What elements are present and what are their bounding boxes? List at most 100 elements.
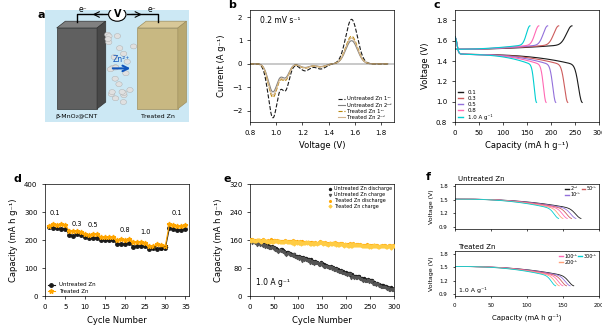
Treated Zn charge bbox=[264, 239, 273, 244]
Treated Zn discharge bbox=[294, 239, 303, 244]
Untreated Zn discharge bbox=[289, 251, 299, 256]
Untreated Zn discharge bbox=[268, 244, 278, 249]
Treated Zn discharge bbox=[335, 240, 345, 246]
Untreated Zn discharge bbox=[382, 284, 392, 289]
Untreated Zn discharge bbox=[373, 281, 383, 286]
Untreated Zn discharge bbox=[249, 237, 258, 243]
Untreated Zn charge bbox=[368, 281, 378, 287]
Treated Zn charge bbox=[311, 241, 321, 246]
Treated Zn 1ˢᵗ bbox=[348, 34, 355, 38]
Treated Zn discharge bbox=[262, 239, 272, 244]
Untreated Zn discharge bbox=[263, 242, 273, 248]
Treated Zn discharge bbox=[305, 240, 315, 246]
Untreated Zn charge bbox=[321, 264, 330, 270]
Treated Zn discharge bbox=[371, 242, 381, 247]
Untreated Zn 1ˢᵗ bbox=[348, 17, 355, 21]
Treated Zn charge bbox=[332, 241, 342, 247]
Treated Zn discharge bbox=[338, 241, 347, 246]
Treated Zn bbox=[129, 240, 137, 244]
Treated Zn discharge bbox=[326, 240, 335, 245]
Circle shape bbox=[120, 91, 127, 96]
Untreated Zn charge bbox=[265, 246, 275, 251]
Circle shape bbox=[105, 37, 111, 42]
Untreated Zn bbox=[117, 242, 125, 246]
Untreated Zn charge bbox=[382, 286, 392, 291]
Treated Zn bbox=[154, 242, 161, 246]
Untreated Zn bbox=[73, 232, 81, 236]
X-axis label: Capacity (mA h g⁻¹): Capacity (mA h g⁻¹) bbox=[492, 314, 562, 321]
Untreated Zn bbox=[66, 232, 73, 236]
Treated Zn discharge bbox=[247, 237, 257, 242]
Untreated Zn charge bbox=[272, 247, 281, 252]
Untreated Zn discharge bbox=[284, 250, 294, 255]
Treated Zn discharge bbox=[311, 240, 321, 246]
Treated Zn 1ˢᵗ bbox=[246, 62, 253, 66]
Untreated Zn charge bbox=[339, 270, 349, 275]
Circle shape bbox=[111, 55, 117, 60]
Text: c: c bbox=[433, 0, 439, 10]
Treated Zn discharge bbox=[271, 237, 281, 243]
Treated Zn discharge bbox=[290, 238, 299, 243]
Untreated Zn discharge bbox=[275, 247, 284, 253]
Treated Zn discharge bbox=[321, 240, 331, 246]
Untreated Zn 1ˢᵗ bbox=[246, 62, 253, 66]
Untreated Zn charge bbox=[302, 258, 312, 263]
Treated Zn charge bbox=[341, 242, 350, 247]
Treated Zn charge bbox=[250, 238, 260, 243]
Untreated Zn charge bbox=[321, 263, 331, 269]
Treated Zn charge bbox=[352, 242, 362, 248]
Treated Zn 2ⁿᵈ bbox=[384, 62, 391, 66]
Treated Zn discharge bbox=[374, 243, 384, 249]
Untreated Zn discharge bbox=[360, 277, 370, 282]
Untreated Zn charge bbox=[276, 248, 286, 254]
Treated Zn charge bbox=[304, 240, 314, 245]
Untreated Zn 1ˢᵗ bbox=[338, 50, 346, 54]
Treated Zn charge bbox=[296, 239, 305, 245]
Treated Zn discharge bbox=[342, 241, 352, 246]
Polygon shape bbox=[137, 21, 187, 28]
Untreated Zn bbox=[162, 246, 169, 250]
Treated Zn bbox=[105, 235, 113, 239]
Treated Zn discharge bbox=[247, 237, 256, 243]
Treated Zn discharge bbox=[264, 238, 273, 243]
Untreated Zn charge bbox=[329, 267, 339, 273]
Treated Zn charge bbox=[276, 239, 286, 244]
Treated Zn charge bbox=[357, 243, 367, 248]
Untreated Zn discharge bbox=[300, 255, 310, 261]
Untreated Zn discharge bbox=[326, 264, 335, 270]
Treated Zn 1ˢᵗ bbox=[271, 94, 278, 98]
Treated Zn bbox=[166, 222, 173, 226]
Treated Zn charge bbox=[366, 244, 376, 249]
Text: e: e bbox=[224, 174, 232, 184]
Untreated Zn charge bbox=[336, 269, 346, 274]
Treated Zn charge bbox=[284, 240, 294, 245]
Untreated Zn discharge bbox=[316, 260, 326, 265]
Treated Zn charge bbox=[345, 243, 355, 248]
Treated Zn bbox=[66, 229, 73, 233]
Treated Zn charge bbox=[289, 241, 299, 247]
Treated Zn discharge bbox=[283, 238, 293, 243]
Untreated Zn charge bbox=[261, 243, 271, 248]
Treated Zn discharge bbox=[288, 237, 297, 243]
Line: Treated Zn 2ⁿᵈ: Treated Zn 2ⁿᵈ bbox=[250, 38, 388, 95]
Untreated Zn discharge bbox=[338, 268, 347, 273]
Untreated Zn charge bbox=[278, 249, 288, 254]
Untreated Zn charge bbox=[252, 242, 262, 247]
Treated Zn discharge bbox=[346, 240, 355, 246]
Circle shape bbox=[131, 44, 137, 49]
Treated Zn bbox=[98, 235, 105, 239]
Treated Zn discharge bbox=[368, 243, 377, 248]
Treated Zn discharge bbox=[352, 241, 362, 247]
Circle shape bbox=[106, 34, 112, 39]
Untreated Zn 2ⁿᵈ bbox=[282, 76, 289, 80]
Untreated Zn charge bbox=[260, 244, 270, 250]
Untreated Zn discharge bbox=[282, 250, 292, 255]
Treated Zn charge bbox=[335, 241, 345, 246]
Treated Zn discharge bbox=[267, 238, 276, 243]
Treated Zn discharge bbox=[273, 238, 282, 243]
Untreated Zn charge bbox=[318, 263, 327, 268]
Treated Zn bbox=[73, 229, 81, 233]
Untreated Zn charge bbox=[320, 263, 329, 268]
Treated Zn charge bbox=[257, 238, 267, 243]
Untreated Zn discharge bbox=[276, 247, 285, 252]
